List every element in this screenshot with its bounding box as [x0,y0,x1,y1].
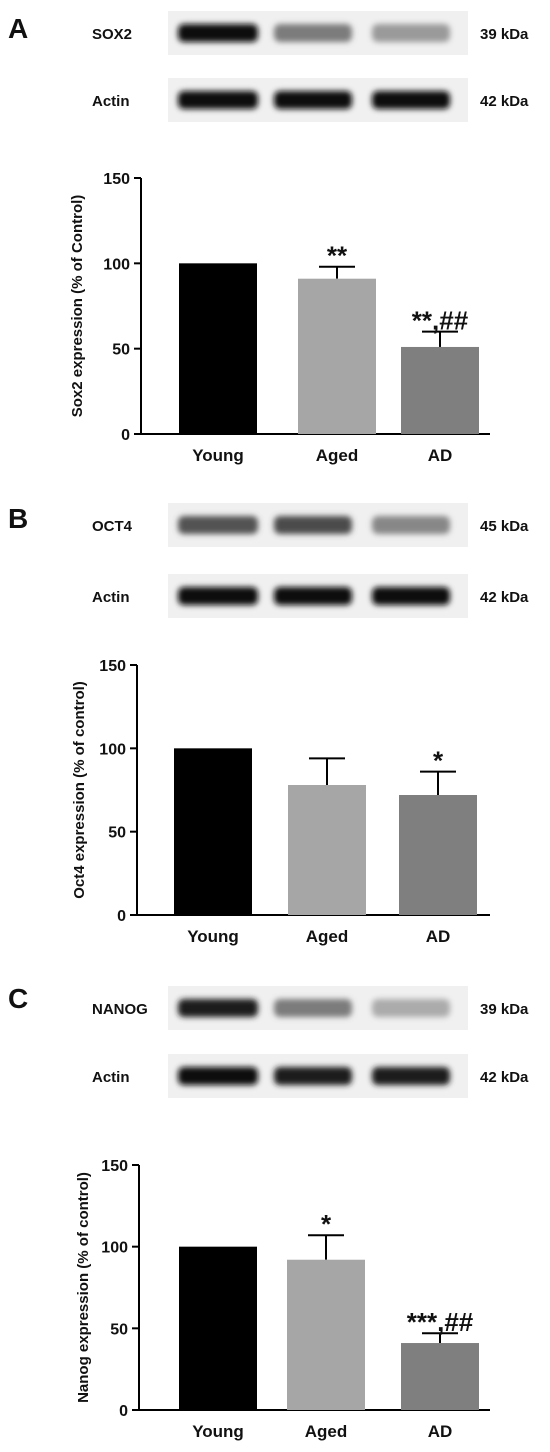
significance-label: **,## [412,306,469,336]
blot-protein-label: OCT4 [92,518,133,535]
y-tick-label: 0 [121,427,130,444]
x-tick-label: Aged [316,446,359,465]
bar [401,346,479,434]
blot-band [178,91,258,109]
blot-band [372,1067,450,1085]
y-tick-label: 0 [119,1403,128,1420]
blot-band [372,587,450,605]
blot-strip: NANOG 39 kDa [92,986,529,1030]
blot-kda-label: 39 kDa [480,26,529,43]
blot-protein-label: NANOG [92,1001,148,1018]
y-tick-label: 50 [112,342,130,359]
blot-protein-label: Actin [92,93,130,110]
y-tick-label: 100 [101,1240,128,1257]
panel-letter: A [8,13,28,44]
x-tick-label: Young [192,446,244,465]
bar-chart: 0 50 100 150 Oct4 expression (% of control) Y… [71,658,490,946]
x-tick-label: Aged [306,927,349,946]
blot-band [274,91,352,109]
blot-strip: Actin 42 kDa [92,78,529,122]
blot-band [372,91,450,109]
y-tick-label: 100 [99,741,126,758]
panel-letter: C [8,983,28,1014]
x-tick-label: AD [428,1422,453,1441]
blot-kda-label: 42 kDa [480,589,529,606]
blot-band [274,24,352,42]
bar [179,1246,257,1410]
blot-strip: SOX2 39 kDa [92,11,529,55]
blot-strip: OCT4 45 kDa [92,503,529,547]
significance-label: * [321,1209,332,1239]
blot-band [178,1067,258,1085]
bar [399,795,477,915]
blot-band [274,516,352,534]
y-tick-label: 100 [103,256,130,273]
blot-protein-label: Actin [92,589,130,606]
blot-kda-label: 42 kDa [480,93,529,110]
blot-band [274,587,352,605]
x-tick-label: Young [192,1422,244,1441]
bar [287,1259,365,1410]
blot-band [178,24,258,42]
bar [174,748,252,915]
y-tick-label: 150 [103,171,130,188]
panel-a: A SOX2 39 kDa Actin 42 kDa 0 50 100 150 Sox2 expr… [8,11,529,465]
panel-c: C NANOG 39 kDa Actin 42 kDa 0 50 100 150 Nanog ex… [8,983,529,1441]
blot-band [274,999,352,1017]
y-axis-label: Nanog expression (% of control) [75,1172,92,1403]
bar-chart: 0 50 100 150 Nanog expression (% of control)… [75,1158,490,1441]
panel-letter: B [8,503,28,534]
blot-band [178,999,258,1017]
y-axis-label: Sox2 expression (% of Control) [69,195,86,418]
y-tick-label: 0 [117,908,126,925]
bar [401,1343,479,1410]
bar [298,278,376,434]
blot-kda-label: 45 kDa [480,518,529,535]
blot-strip: Actin 42 kDa [92,574,529,618]
blot-protein-label: Actin [92,1069,130,1086]
panel-b: B OCT4 45 kDa Actin 42 kDa 0 50 100 150 Oct4 expr… [8,503,529,946]
blot-kda-label: 39 kDa [480,1001,529,1018]
y-tick-label: 50 [108,825,126,842]
x-tick-label: AD [426,927,451,946]
bar [288,785,366,915]
x-tick-label: AD [428,446,453,465]
blot-strip: Actin 42 kDa [92,1054,529,1098]
blot-band [372,516,450,534]
blot-band [274,1067,352,1085]
blot-band [372,24,450,42]
significance-label: ** [327,241,348,271]
bar-chart: 0 50 100 150 Sox2 expression (% of Control) Y… [69,171,490,465]
y-tick-label: 50 [110,1321,128,1338]
blot-band [178,516,258,534]
significance-label: * [433,746,444,776]
y-tick-label: 150 [99,658,126,675]
y-tick-label: 150 [101,1158,128,1175]
blot-protein-label: SOX2 [92,26,132,43]
x-tick-label: Young [187,927,239,946]
significance-label: ***,## [407,1307,474,1337]
x-tick-label: Aged [305,1422,348,1441]
blot-band [178,587,258,605]
y-axis-label: Oct4 expression (% of control) [71,681,88,899]
blot-kda-label: 42 kDa [480,1069,529,1086]
blot-band [372,999,450,1017]
bar [179,263,257,434]
